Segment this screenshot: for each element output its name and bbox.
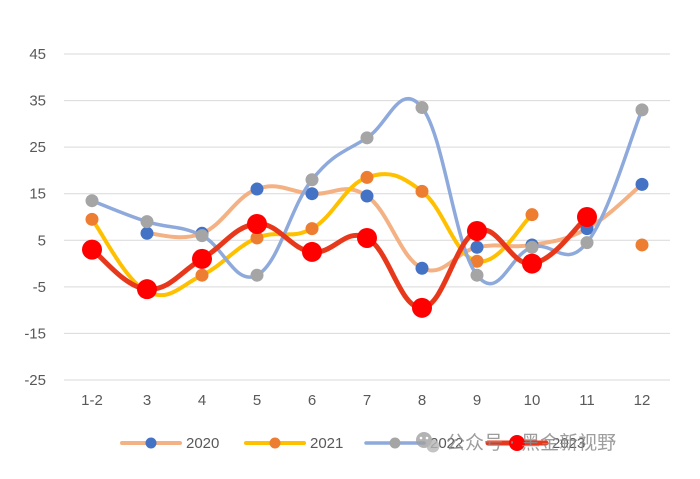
data-point-2022: [140, 215, 154, 229]
data-point-2022: [580, 236, 594, 250]
y-axis: 45 35 25 15 5 -5 -15 -25: [24, 46, 46, 389]
data-point-2023: [412, 297, 432, 318]
x-tick-label: 6: [308, 392, 316, 409]
data-point-2020: [415, 261, 429, 275]
series-2020: [140, 177, 649, 275]
data-point-2023: [247, 213, 267, 234]
data-point-2020: [470, 240, 484, 254]
series-2022: [85, 97, 649, 286]
series-group: [82, 97, 649, 318]
y-tick-label: 25: [29, 139, 46, 156]
data-point-2020: [140, 226, 154, 240]
data-point-2021: [360, 170, 374, 184]
data-point-2021: [415, 184, 429, 198]
data-point-2023: [577, 207, 597, 227]
legend-marker: [145, 437, 157, 449]
data-point-2021: [305, 222, 319, 236]
y-tick-label: 5: [38, 232, 46, 249]
data-point-2022: [250, 268, 264, 282]
data-point-2021: [250, 231, 264, 245]
data-point-2022: [415, 101, 429, 115]
legend-marker: [389, 437, 401, 449]
data-point-2021: [85, 212, 99, 226]
data-point-2022: [85, 194, 99, 208]
y-tick-label: -25: [24, 372, 46, 389]
y-tick-label: -15: [24, 325, 46, 342]
y-tick-label: 15: [29, 186, 46, 203]
data-point-2022: [305, 173, 319, 187]
legend-item-2021: 2021: [244, 435, 343, 452]
watermark: 公众号 · 黑金新视野: [416, 432, 616, 454]
y-tick-label: 35: [29, 93, 46, 110]
data-point-2021: [470, 254, 484, 268]
x-axis: 1-2 3 4 5 6 7 8 9 10 11 12: [81, 392, 650, 409]
x-tick-label: 8: [418, 392, 426, 409]
legend-label: 2021: [310, 435, 343, 452]
data-point-2023: [302, 241, 322, 262]
data-point-2021: [525, 208, 539, 222]
data-point-2020: [305, 187, 319, 201]
legend-marker: [269, 437, 281, 449]
x-tick-label: 11: [579, 392, 595, 409]
data-point-2023: [137, 279, 157, 300]
legend-item-2023: 2023: [485, 435, 585, 452]
x-tick-label: 10: [524, 392, 541, 409]
data-point-2022: [470, 268, 484, 282]
y-tick-label: 45: [29, 46, 46, 63]
data-point-2023: [357, 227, 377, 248]
legend: 2020 2021 2022 2023: [120, 435, 585, 452]
legend-label: 2023: [552, 435, 585, 452]
x-tick-label: 1-2: [81, 392, 103, 409]
series-line-2020: [145, 182, 644, 273]
legend-label: 2020: [186, 435, 219, 452]
wechat-icon: [416, 432, 440, 453]
data-point-2022: [635, 103, 649, 117]
x-tick-label: 3: [143, 392, 151, 409]
y-tick-label: -5: [33, 279, 46, 296]
legend-marker: [509, 435, 525, 451]
data-point-2022: [195, 229, 209, 243]
data-point-2020: [360, 189, 374, 203]
series-2023: [82, 207, 597, 318]
x-tick-label: 4: [198, 392, 206, 409]
x-tick-label: 9: [473, 392, 481, 409]
data-point-2023: [467, 220, 487, 241]
data-point-2021: [195, 268, 209, 282]
data-point-2021: [635, 238, 649, 252]
data-point-2020: [250, 182, 264, 196]
x-tick-label: 7: [363, 392, 371, 409]
data-point-2022: [525, 240, 539, 254]
data-point-2023: [82, 239, 102, 260]
legend-item-2020: 2020: [120, 435, 219, 452]
x-tick-label: 5: [253, 392, 261, 409]
data-point-2022: [360, 131, 374, 145]
watermark-text: 公众号 · 黑金新视野: [446, 432, 616, 454]
x-tick-label: 12: [634, 392, 651, 409]
data-point-2023: [522, 253, 542, 274]
data-point-2020: [635, 177, 649, 191]
data-point-2023: [192, 248, 212, 269]
series-line-2023: [89, 214, 590, 311]
